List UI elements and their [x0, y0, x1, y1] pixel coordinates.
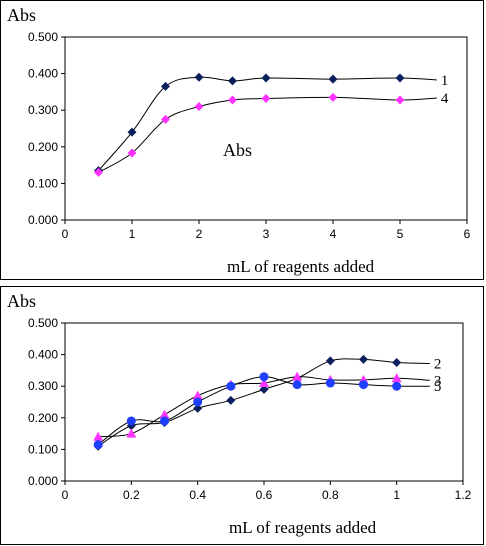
data-point	[359, 380, 368, 390]
trend-line	[97, 358, 430, 447]
x-tick-label: 4	[330, 227, 337, 241]
data-point	[392, 358, 402, 367]
x-tick-label: 5	[397, 227, 404, 241]
y-tick-label: 0.500	[28, 316, 58, 330]
data-point	[226, 395, 236, 405]
chart-panel-top: 0.000 0.100 0.200 0.300 0.400 0.500 0 1 2 3 4 5 6 Abs…	[0, 0, 484, 280]
y-tick-label: 0.500	[28, 30, 58, 44]
data-point	[126, 428, 137, 438]
y-tick-label: 0.400	[28, 67, 58, 81]
data-point	[127, 148, 137, 158]
chart-bottom: 0.000 0.100 0.200 0.300 0.400 0.500 0 0.2 0.4 0.6…	[7, 291, 472, 537]
data-point	[259, 372, 269, 382]
data-point	[325, 378, 335, 388]
data-point	[161, 114, 170, 124]
series-2	[93, 354, 430, 451]
data-point	[259, 378, 269, 388]
y-tick-label: 0.100	[28, 442, 58, 456]
data-point	[292, 371, 303, 381]
x-tick-label: 0.4	[189, 488, 206, 502]
y-tick-label: 0.100	[28, 176, 58, 190]
data-point	[160, 416, 169, 426]
x-tick-label: 1.2	[455, 488, 472, 502]
y-tick-label: 0.000	[28, 474, 58, 488]
data-point	[93, 440, 103, 450]
plot-border	[64, 322, 464, 482]
y-tick-label: 0.400	[28, 348, 58, 362]
data-point	[127, 127, 137, 137]
data-point	[328, 92, 338, 102]
data-point	[194, 102, 204, 112]
data-point	[292, 380, 302, 390]
data-point	[226, 381, 236, 391]
series-5	[93, 372, 430, 450]
series-label: 1	[441, 73, 449, 89]
chart-annotation: Abs	[223, 140, 252, 160]
data-point	[161, 81, 170, 91]
data-point	[192, 390, 203, 400]
data-point	[328, 74, 338, 84]
x-tick-label: 6	[464, 227, 471, 241]
series-label: 4	[441, 91, 449, 107]
x-tick-label: 0.8	[322, 488, 339, 502]
x-axis-label: mL of reagents added	[227, 257, 375, 276]
data-point	[228, 95, 237, 105]
y-tick-label: 0.200	[28, 140, 58, 154]
x-tick-label: 0.2	[123, 488, 140, 502]
y-axis-label: Abs	[7, 291, 36, 311]
data-point	[94, 167, 103, 177]
y-axis-label: Abs	[7, 5, 36, 25]
y-tick-label: 0.000	[28, 213, 58, 227]
data-point	[261, 93, 271, 103]
data-point	[261, 73, 271, 83]
chart-panel-bottom: 0.000 0.100 0.200 0.300 0.400 0.500 0 0.2 0.4 0.6…	[0, 286, 484, 545]
series-1	[94, 72, 437, 176]
y-tick-label: 0.300	[28, 103, 58, 117]
data-point	[126, 416, 136, 426]
series-3	[93, 371, 430, 441]
x-tick-label: 0	[62, 488, 69, 502]
y-tick-label: 0.300	[28, 379, 58, 393]
series-label: 2	[434, 357, 442, 373]
y-tick-label: 0.200	[28, 411, 58, 425]
data-point	[228, 76, 237, 86]
data-point	[193, 403, 203, 413]
trend-line	[98, 96, 437, 173]
x-tick-label: 1	[129, 227, 136, 241]
data-point	[325, 356, 335, 366]
x-axis-label: mL of reagents added	[229, 518, 377, 537]
data-point	[395, 73, 405, 83]
trend-line	[98, 76, 437, 171]
x-tick-label: 2	[196, 227, 203, 241]
data-point	[193, 397, 203, 407]
series-label: 3	[434, 373, 442, 389]
series-label: 5	[434, 379, 442, 395]
chart-top: 0.000 0.100 0.200 0.300 0.400 0.500 0 1 2 3 4 5 6 Abs…	[7, 5, 471, 276]
data-point	[159, 409, 170, 419]
series-4	[94, 92, 437, 177]
x-tick-label: 1	[393, 488, 400, 502]
data-point	[359, 354, 368, 364]
data-point	[259, 384, 269, 394]
x-tick-label: 0.6	[256, 488, 273, 502]
data-point	[194, 72, 204, 82]
data-point	[93, 431, 104, 441]
x-tick-label: 0	[62, 227, 69, 241]
data-point	[392, 381, 402, 391]
x-tick-label: 3	[263, 227, 270, 241]
data-point	[391, 373, 402, 383]
plot-border	[64, 36, 468, 221]
data-point	[395, 95, 405, 105]
